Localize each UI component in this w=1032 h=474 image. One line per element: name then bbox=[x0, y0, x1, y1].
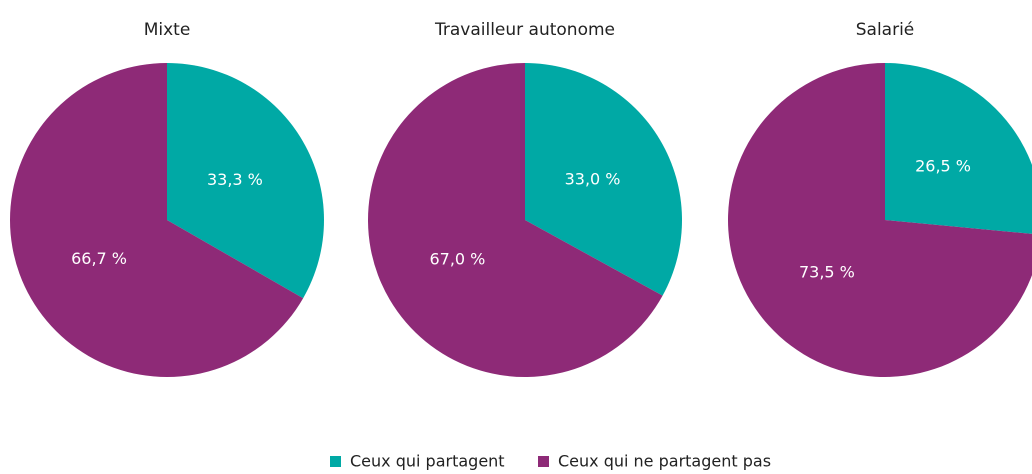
pie-slice bbox=[728, 63, 1032, 377]
legend-swatch bbox=[330, 456, 341, 467]
pie-slice bbox=[885, 63, 1032, 234]
slice-label: 73,5 % bbox=[799, 262, 855, 281]
slice-label: 67,0 % bbox=[429, 249, 485, 268]
pie-slice bbox=[525, 63, 682, 296]
slice-label: 26,5 % bbox=[915, 157, 971, 176]
pie-title: Salarié bbox=[856, 20, 915, 40]
legend-swatch bbox=[538, 456, 549, 467]
pie-slice bbox=[368, 63, 663, 378]
pie-title: Mixte bbox=[144, 20, 191, 40]
legend-label: Ceux qui partagent bbox=[350, 452, 505, 471]
pie-slice bbox=[9, 63, 304, 377]
pie-slice bbox=[167, 63, 324, 299]
slice-label: 33,3 % bbox=[207, 170, 263, 189]
slice-label: 66,7 % bbox=[71, 249, 127, 268]
pie-title: Travailleur autonome bbox=[434, 20, 615, 40]
slice-label: 33,0 % bbox=[565, 170, 621, 189]
legend-label: Ceux qui ne partagent pas bbox=[558, 452, 771, 471]
